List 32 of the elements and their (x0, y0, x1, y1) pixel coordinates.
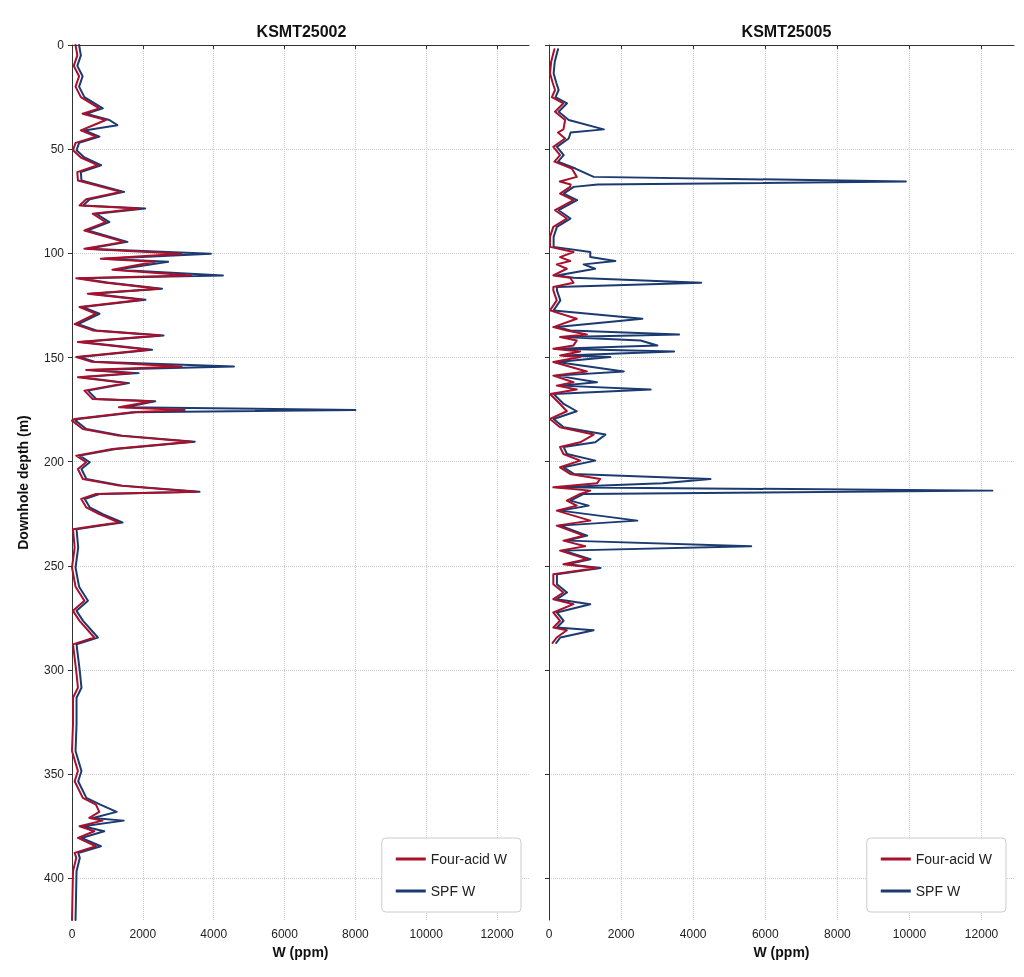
x-tick-label: 4000 (679, 927, 707, 941)
x-tick-label: 12000 (480, 927, 515, 941)
x-tick-label: 8000 (342, 927, 370, 941)
x-tick-label: 12000 (964, 927, 999, 941)
x-axis-title: W (ppm) (272, 943, 329, 960)
x-tick-label: 10000 (892, 927, 927, 941)
y-tick-label: 100 (43, 246, 65, 261)
x-tick-label: 0 (68, 927, 76, 941)
y-tick-label: 350 (43, 767, 65, 782)
x-tick-label: 0 (545, 927, 553, 941)
x-tick-label: 8000 (824, 927, 852, 941)
x-tick-label: 6000 (271, 927, 299, 941)
y-axis-title: Downhole depth (m) (15, 415, 31, 550)
y-tick-label: 300 (43, 663, 65, 677)
y-tick-label: 200 (43, 454, 65, 469)
legend-label: SPF W (915, 883, 961, 899)
x-tick-label: 2000 (607, 927, 635, 941)
x-tick-label: 2000 (129, 927, 157, 941)
chart-title: KSMT25002 (256, 22, 347, 40)
y-tick-label: 250 (43, 558, 65, 573)
x-tick-label: 10000 (409, 927, 444, 941)
x-axis-title: W (ppm) (753, 943, 810, 960)
y-tick-label: 50 (50, 142, 65, 157)
legend-label: SPF W (430, 883, 476, 899)
y-tick-label: 400 (43, 871, 65, 886)
legend-label: Four-acid W (915, 851, 993, 867)
legend-label: Four-acid W (430, 851, 508, 867)
x-tick-label: 6000 (751, 927, 779, 941)
x-tick-label: 4000 (200, 927, 228, 941)
y-tick-label: 150 (43, 350, 65, 365)
chart-title: KSMT25005 (741, 22, 832, 40)
y-tick-label: 0 (57, 38, 65, 52)
